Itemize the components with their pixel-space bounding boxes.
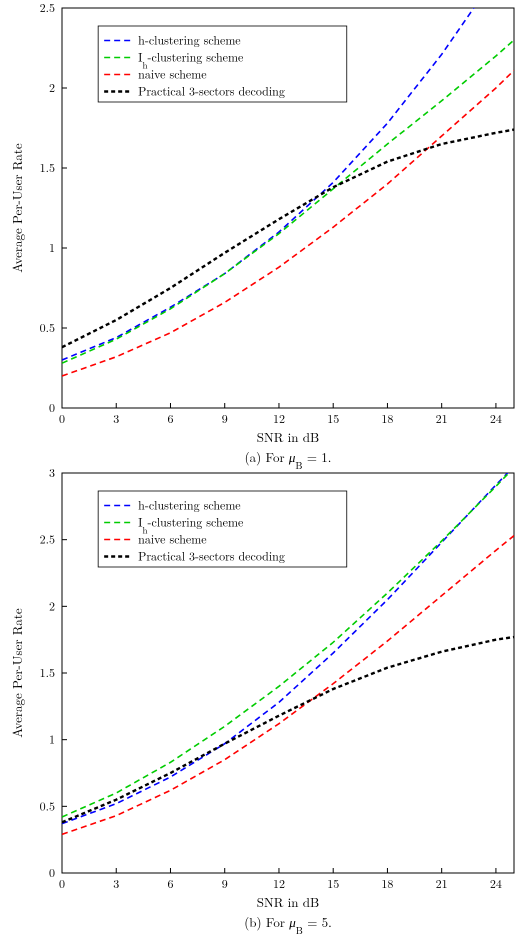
xtick-label: 24 <box>490 410 502 427</box>
xtick-label: 6 <box>167 410 173 427</box>
xtick-label: 18 <box>381 410 393 427</box>
xtick-label: 12 <box>273 875 285 892</box>
subplot-caption: (b) For μB = 5. <box>244 912 332 937</box>
xtick-label: 24 <box>490 875 502 892</box>
ytick-label: 0 <box>49 864 55 881</box>
ytick-label: 0 <box>49 399 55 416</box>
xtick-label: 18 <box>381 875 393 892</box>
subplot-caption: (a) For μB = 1. <box>245 447 332 472</box>
xlabel: SNR in dB <box>257 427 319 446</box>
series-practical-3-sector <box>62 130 514 348</box>
xtick-label: 15 <box>327 875 339 892</box>
xtick-label: 9 <box>222 875 228 892</box>
legend-label: naive scheme <box>138 531 206 548</box>
ylabel: Average Per-User Rate <box>7 608 26 738</box>
ytick-label: 2.5 <box>40 0 55 16</box>
xlabel: SNR in dB <box>257 892 319 911</box>
ytick-label: 1.5 <box>40 159 55 176</box>
series-naive <box>62 536 514 835</box>
ytick-label: 1.5 <box>40 664 55 681</box>
ytick-label: 0.5 <box>40 319 55 336</box>
xtick-label: 15 <box>327 410 339 427</box>
ytick-label: 2 <box>49 597 55 614</box>
ytick-label: 1 <box>49 239 55 256</box>
xtick-label: 12 <box>273 410 285 427</box>
ylabel: Average Per-User Rate <box>7 143 26 273</box>
xtick-label: 0 <box>59 875 65 892</box>
xtick-label: 21 <box>436 875 448 892</box>
xtick-label: 3 <box>113 410 119 427</box>
legend-label: h-clustering scheme <box>138 497 240 514</box>
ytick-label: 0.5 <box>40 797 55 814</box>
xtick-label: 21 <box>436 410 448 427</box>
xtick-label: 0 <box>59 410 65 427</box>
legend-label: h-clustering scheme <box>138 32 240 49</box>
ytick-label: 2 <box>49 79 55 96</box>
figure-svg: 0369121518212400.511.522.5SNR in dBAvera… <box>0 0 524 949</box>
legend-label: Practical 3-sectors decoding <box>138 548 285 565</box>
xtick-label: 6 <box>167 875 173 892</box>
series-practical-3-sector <box>62 637 514 822</box>
xtick-label: 3 <box>113 875 119 892</box>
xtick-label: 9 <box>222 410 228 427</box>
legend-label: Practical 3-sectors decoding <box>138 83 285 100</box>
ytick-label: 3 <box>49 464 55 481</box>
legend-label: naive scheme <box>138 66 206 83</box>
ytick-label: 2.5 <box>40 531 55 548</box>
ytick-label: 1 <box>49 731 55 748</box>
